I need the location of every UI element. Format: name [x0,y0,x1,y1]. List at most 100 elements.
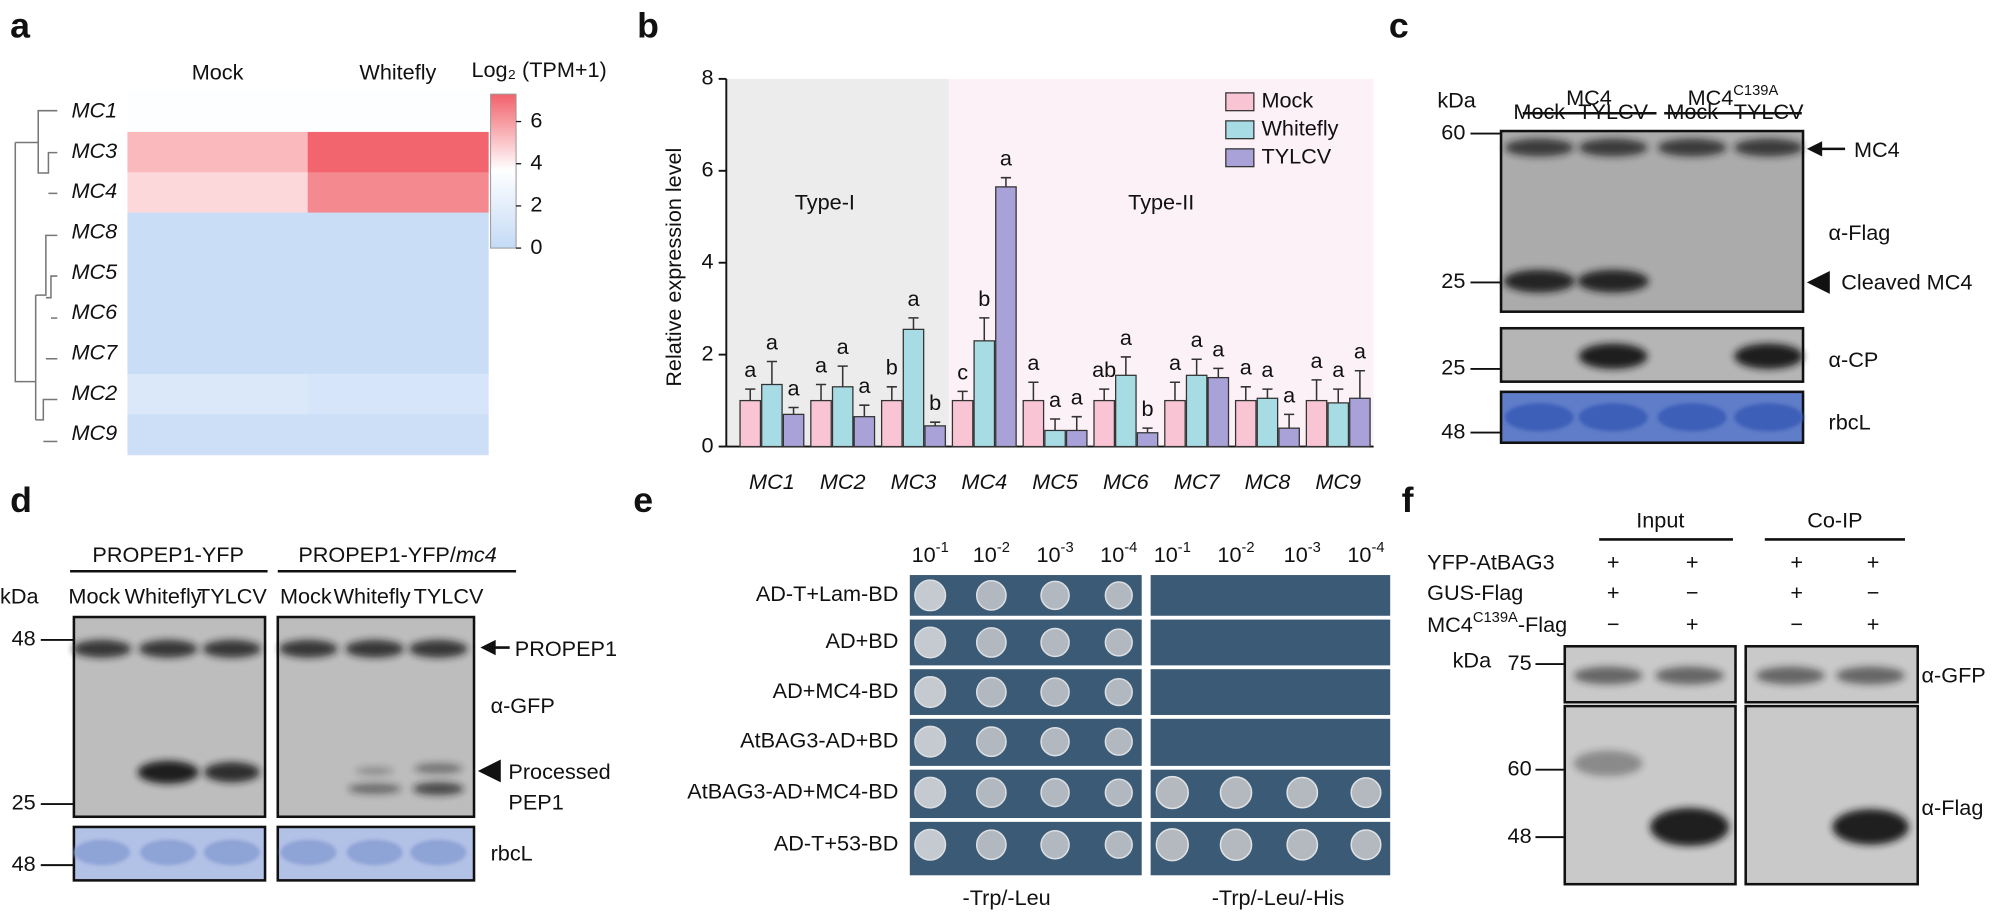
bar [1065,429,1088,448]
bar [831,386,854,448]
blot-band [138,639,198,658]
arrowhead [477,759,501,783]
sign: + [1607,549,1620,574]
text-part: 10 [1154,542,1178,567]
colorbar-tick-label: 0 [530,234,542,259]
y-tick-label: 6 [702,157,714,182]
error-bar [859,404,870,417]
sign: + [1867,612,1880,637]
colony [975,580,1007,611]
text-part: MC4 [1427,612,1473,637]
heatmap-cell [127,91,309,133]
significance-letter: a [815,352,828,377]
plate [909,575,1142,876]
heatmap-cell [307,373,489,415]
significance-letter: ab [1092,357,1116,382]
construct-label: GUS-Flag [1427,580,1523,605]
group-label: MC4 [1566,85,1612,110]
text-part: -1 [1178,540,1191,556]
dilution-label: 10-2 [1217,540,1254,567]
bar [1349,397,1371,448]
colony [1286,828,1319,861]
colony [1104,628,1133,657]
colony [975,676,1007,708]
heatmap-cell [127,212,309,254]
lane-label: Whitefly [334,584,411,609]
sign: − [1686,580,1699,605]
bar [1164,399,1186,448]
colony [914,676,947,709]
antibody-label: rbcL [1829,409,1871,434]
strain-label: AD+MC4-BD [773,678,899,703]
text-part: YFP-AtBAG3 [1427,549,1554,574]
error-bar [1071,415,1082,431]
blot-band [346,839,403,866]
region-label: Type-II [1128,189,1194,214]
bar [973,340,996,448]
construct-label: YFP-AtBAG3 [1427,549,1554,574]
unit-label: kDa [0,584,39,609]
blot-band [1836,666,1905,685]
error-bar [1262,388,1273,399]
colony [1155,828,1189,862]
bar [902,328,925,448]
blot-band [72,639,132,658]
error-bar [766,360,778,385]
blot-band [412,782,464,796]
legend-label: Whitefly [1261,115,1338,140]
error-bar [1028,381,1039,401]
text-part: mc4 [456,542,497,567]
significance-letter: a [1049,387,1062,412]
blot-band [1504,403,1574,432]
bar [1093,399,1116,448]
colorbar [490,93,517,249]
bar [995,186,1017,448]
error-bar [1000,176,1012,187]
significance-letter: a [1332,357,1345,382]
heatmap-cell [127,293,309,335]
text-part: GUS-Flag [1427,580,1523,605]
error-bar [1311,379,1322,401]
heatmap-cell [307,293,489,335]
row-label: MC9 [72,420,118,445]
colony [975,627,1007,658]
error-bar [886,386,897,401]
text-part: -1 [936,540,949,556]
error-bar [1240,386,1251,401]
error-bar [1120,356,1131,376]
colony [914,626,947,659]
medium-label: -Trp/-Leu/-His [1212,885,1345,910]
colony [1350,777,1382,809]
blot-band [1734,138,1804,157]
x-tick-label: MC5 [1032,469,1079,494]
text-part: -4 [1124,540,1137,556]
text-part: 10 [1217,542,1241,567]
plate-divider [907,818,1395,822]
sign: + [1790,580,1803,605]
colony [1040,627,1070,658]
sign: + [1607,580,1620,605]
blot-band [410,839,467,866]
plate [1150,575,1391,876]
colony [975,777,1007,808]
colony [1040,726,1070,757]
bar [951,399,974,448]
sign: + [1686,612,1699,637]
significance-letter: a [1027,350,1040,375]
marker-label: 60 [1508,755,1532,780]
antibody-label: α-Flag [1829,220,1891,245]
colony [1155,775,1189,810]
colony [1104,677,1133,707]
strain-label: AD-T+Lam-BD [756,581,899,606]
bar [1022,399,1045,448]
y-axis-label: Relative expression level [661,148,686,387]
legend-swatch [1225,148,1255,168]
panel-label: b [637,5,659,45]
bar [1305,399,1328,448]
blot-band [202,639,262,658]
text-part: -2 [1242,540,1255,556]
blot-membrane [1744,704,1919,886]
panel-label: a [10,5,31,45]
significance-letter: a [1071,385,1084,410]
